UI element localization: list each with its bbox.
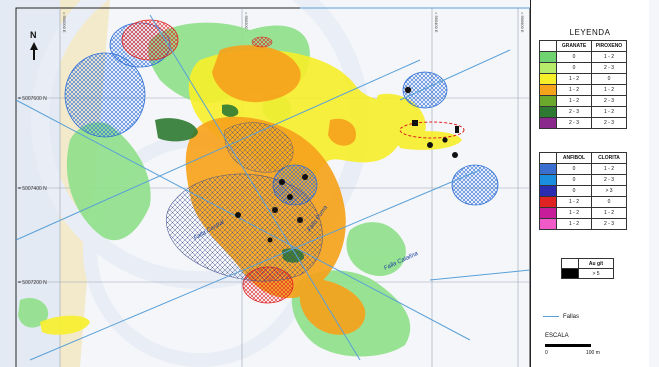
faults-label: Fallas	[563, 314, 580, 320]
legend-value: 0	[591, 73, 627, 85]
fault-line-icon	[543, 315, 559, 317]
target-outline	[399, 121, 465, 139]
legend-swatch	[539, 62, 557, 74]
legend-swatch	[539, 73, 557, 85]
easting-label: = 590200 E	[244, 12, 249, 33]
scale-end: 100 m	[586, 350, 600, 356]
legend-row: 0 > 3	[539, 185, 627, 197]
scale-start: 0	[545, 350, 548, 356]
legend-value: 1 - 2	[556, 84, 592, 96]
legend-swatch	[539, 106, 557, 118]
legend-value: 0	[556, 51, 592, 63]
legend-swatch	[539, 51, 557, 63]
au-samples	[235, 86, 459, 243]
legend-header: CLORITA	[591, 152, 627, 164]
legend-au: Au g/t > 5	[561, 258, 614, 279]
legend-value: 1 - 2	[556, 73, 592, 85]
legend-swatch	[539, 185, 557, 197]
legend-value: 1 - 2	[591, 51, 627, 63]
au-header: Au g/t	[578, 258, 614, 269]
legend-value: 2 - 3	[591, 62, 627, 74]
legend-swatch	[539, 95, 557, 107]
northing-label: = 5007200 N	[18, 280, 47, 286]
legend-swatch	[539, 84, 557, 96]
legend-swatch	[539, 196, 557, 208]
legend-swatch	[539, 117, 557, 129]
legend-value: 1 - 2	[591, 163, 627, 175]
northing-label: = 5007600 N	[18, 96, 47, 102]
legend-title: LEYENDA	[569, 28, 611, 37]
au-swatch	[561, 268, 579, 279]
north-arrow-icon: N	[30, 30, 38, 60]
legend-value: 0	[591, 196, 627, 208]
legend-value: 1 - 2	[591, 106, 627, 118]
easting-label: = 590600 E	[520, 12, 525, 33]
north-label: N	[30, 30, 37, 40]
drillhole-mesh	[166, 122, 323, 282]
easting-label: = 590000 E	[62, 12, 67, 33]
legend-value: 1 - 2	[591, 84, 627, 96]
legend-value: 2 - 3	[591, 174, 627, 186]
legend-value: 1 - 2	[556, 207, 592, 219]
legend-value: 0	[556, 185, 592, 197]
legend-value: > 3	[591, 185, 627, 197]
easting-label: = 590400 E	[434, 12, 439, 33]
scale-title: ESCALA	[545, 333, 569, 339]
legend-value: 1 - 2	[556, 218, 592, 230]
legend-value: 2 - 3	[591, 218, 627, 230]
legend-value: 0	[556, 62, 592, 74]
legend-header: ANFIBOL	[556, 152, 592, 164]
scale-bar	[545, 344, 591, 347]
legend-value: 2 - 3	[556, 106, 592, 118]
legend-value: 2 - 3	[556, 117, 592, 129]
faults	[15, 7, 531, 361]
legend-swatch	[539, 163, 557, 175]
legend-swatch	[539, 174, 557, 186]
legend-faults: Fallas	[543, 314, 579, 320]
legend-swatch	[539, 218, 557, 230]
legend-swatch	[539, 207, 557, 219]
au-value: > 5	[578, 268, 614, 279]
northing-label: = 5007400 N	[18, 186, 47, 192]
legend-value: 1 - 2	[556, 95, 592, 107]
legend-header: PIROXENO	[591, 40, 627, 52]
legend-value: 0	[556, 174, 592, 186]
legend-value: 2 - 3	[591, 117, 627, 129]
legend-value: 0	[556, 163, 592, 175]
legend-header: GRANATE	[556, 40, 592, 52]
legend-value: 2 - 3	[591, 95, 627, 107]
legend-value: 1 - 2	[591, 207, 627, 219]
legend-value: 1 - 2	[556, 196, 592, 208]
